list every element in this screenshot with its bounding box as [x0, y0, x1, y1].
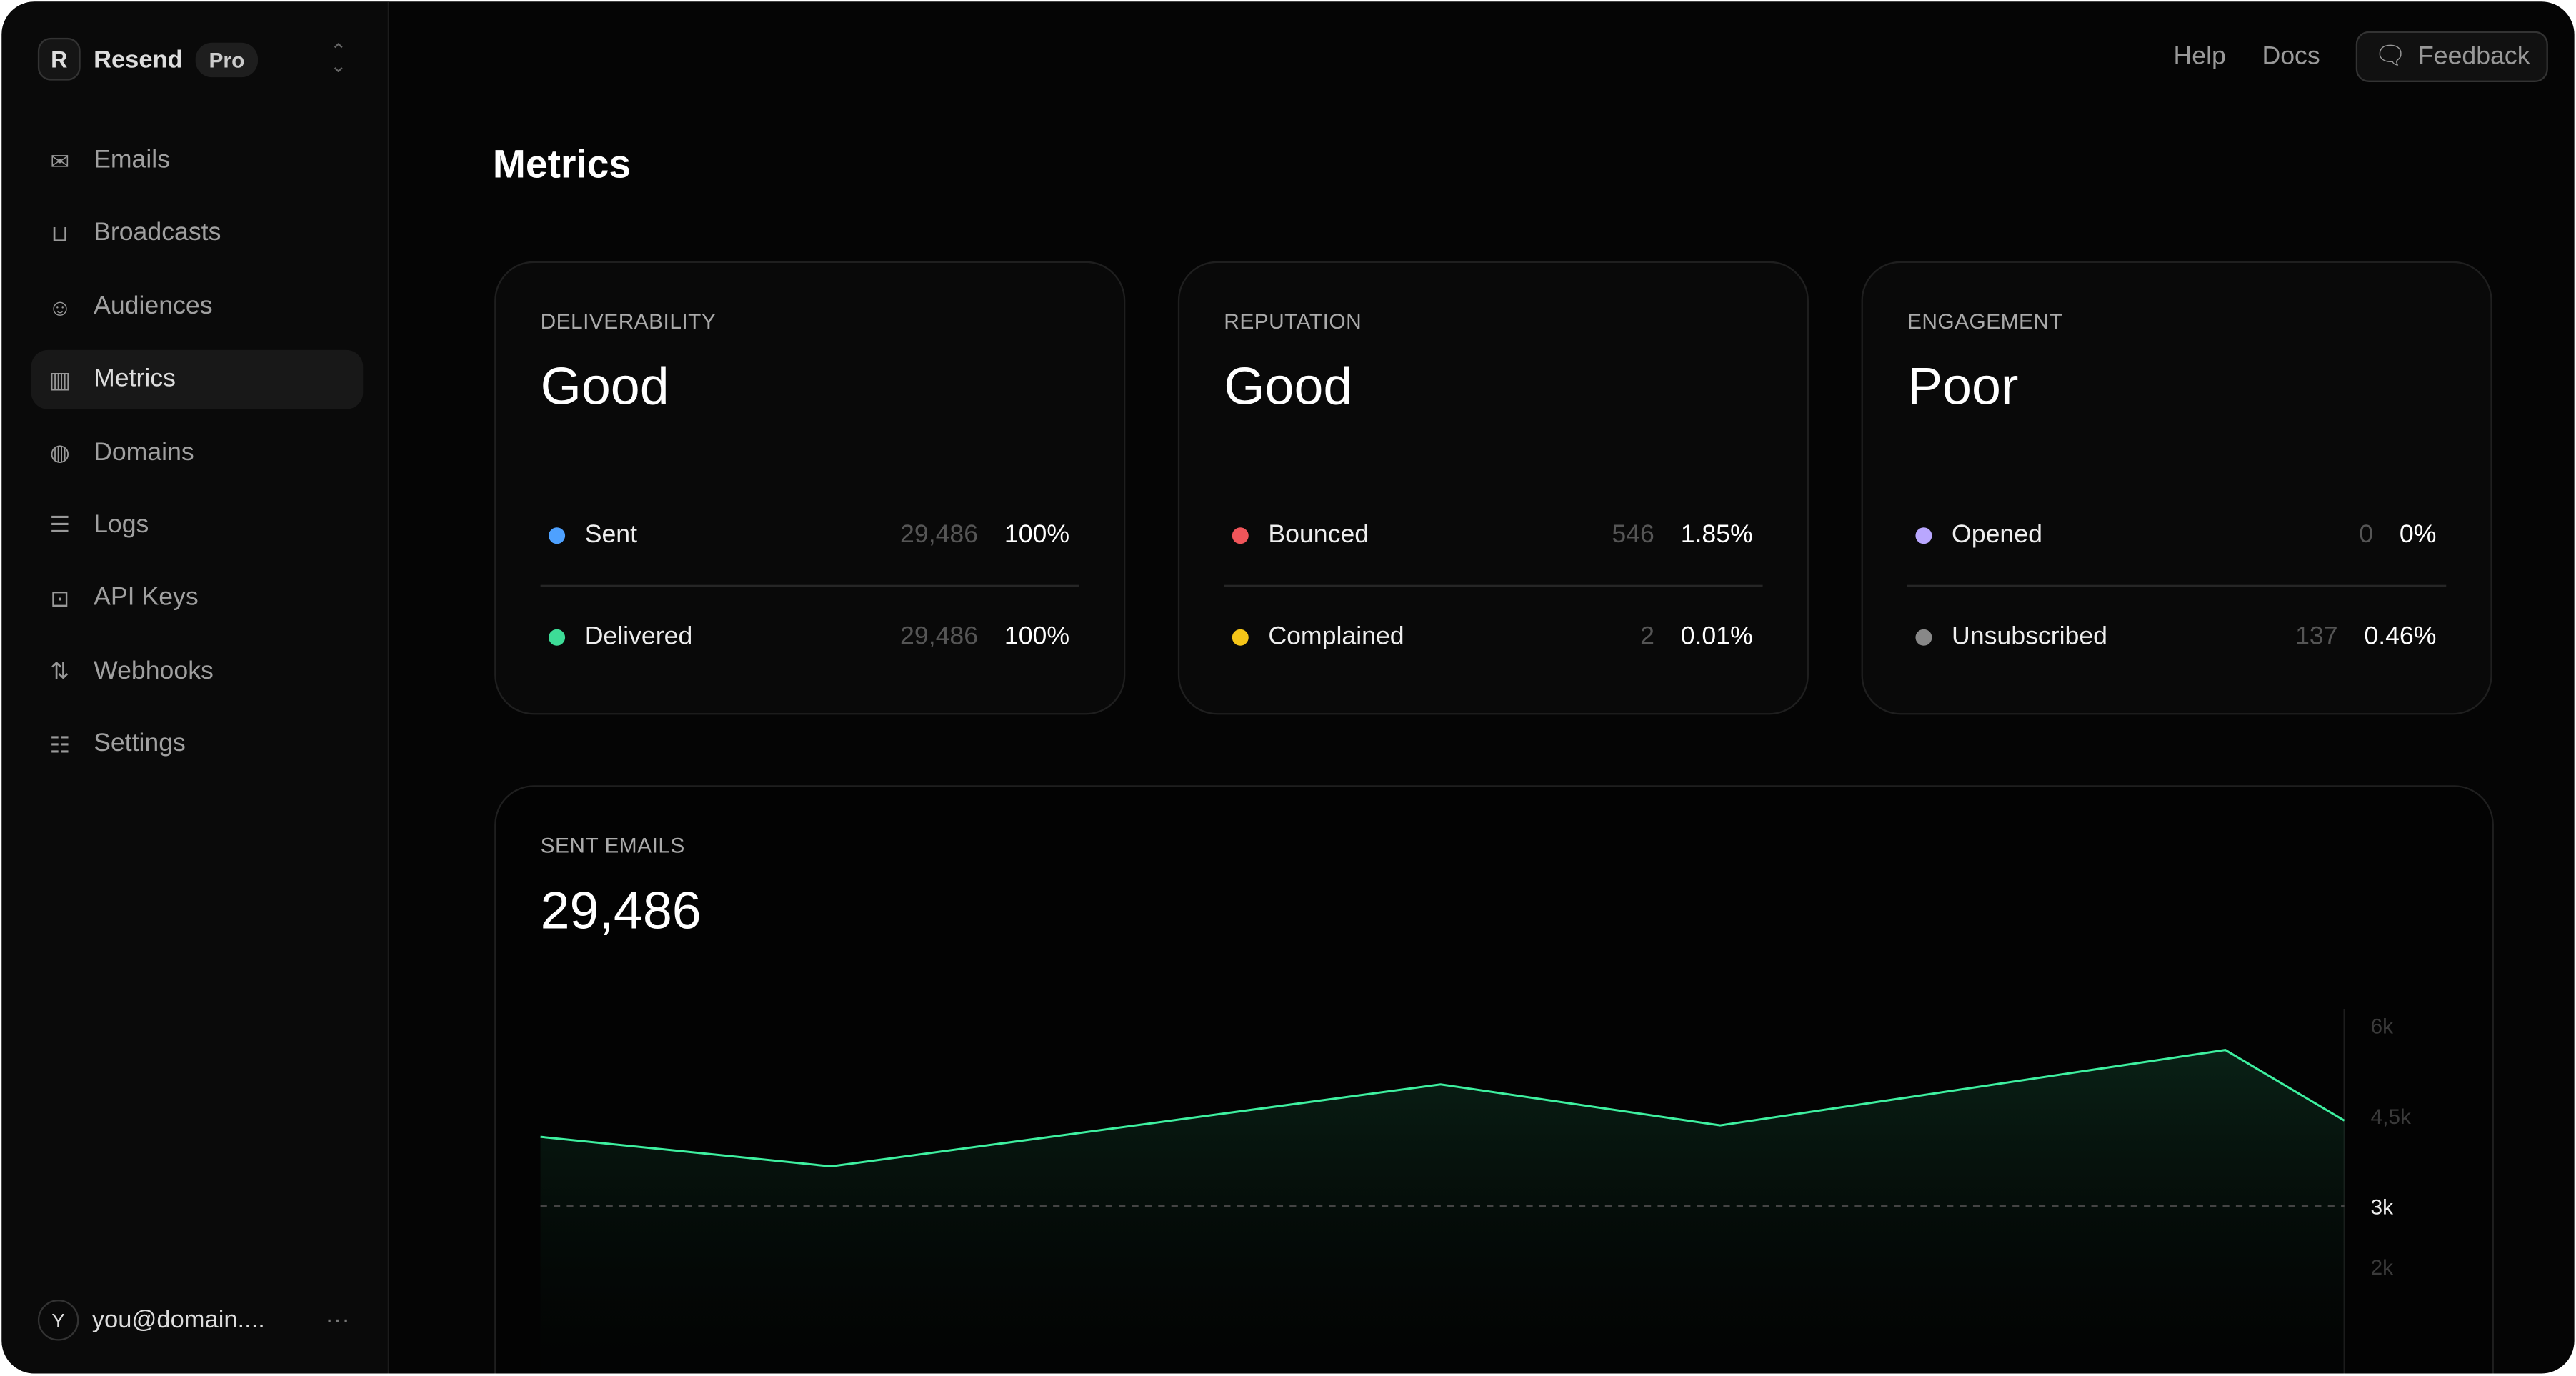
- metric-row: Bounced 546 1.85%: [1224, 484, 1763, 587]
- sidebar-item-audiences[interactable]: ☺ Audiences: [31, 277, 364, 336]
- avatar: Y: [37, 1300, 79, 1341]
- metric-percent: 1.85%: [1680, 519, 1753, 548]
- status-dot-icon: [1232, 527, 1249, 544]
- y-tick-label: 6k: [2370, 1015, 2393, 1039]
- y-tick-label: 3k: [2370, 1196, 2393, 1220]
- sidebar: R Resend Pro ⌃ ⌄ ✉ Emails ⊔ Broadcasts ☺ Audie…: [1, 1, 390, 1374]
- feedback-button[interactable]: 🗨 Feedback: [2356, 31, 2548, 82]
- y-tick-label: 2k: [2370, 1256, 2393, 1280]
- metric-row: Sent 29,486 100%: [540, 484, 1079, 587]
- metric-count: 546: [1612, 519, 1654, 548]
- docs-link[interactable]: Docs: [2262, 41, 2320, 70]
- sidebar-item-label: Logs: [94, 511, 149, 539]
- card-label: REPUTATION: [1224, 309, 1362, 334]
- sent-emails-label: SENT EMAILS: [540, 832, 685, 858]
- y-tick-label: 4,5k: [2370, 1105, 2411, 1129]
- sidebar-nav: ✉ Emails ⊔ Broadcasts ☺ Audiences ▥ Metrics ◍ Dom…: [31, 131, 364, 788]
- metric-name: Unsubscribed: [1952, 622, 2108, 651]
- status-dot-icon: [1915, 527, 1932, 544]
- engagement-card: ENGAGEMENT Poor Opened 0 0% Unsubscribed 137 0.…: [1861, 261, 2492, 715]
- metric-name: Complained: [1268, 622, 1404, 651]
- card-label: ENGAGEMENT: [1907, 309, 2063, 334]
- mail-icon: ✉: [50, 146, 70, 174]
- sidebar-item-label: Webhooks: [94, 657, 214, 685]
- chevron-up-down-icon[interactable]: ⌃ ⌄: [330, 39, 347, 78]
- metric-count: 2: [1640, 622, 1654, 651]
- more-icon[interactable]: ···: [325, 1306, 350, 1335]
- card-status: Good: [540, 357, 669, 416]
- metric-count: 137: [2295, 622, 2338, 651]
- key-icon: ⊡: [50, 584, 70, 612]
- page-title: Metrics: [492, 143, 631, 188]
- metric-name: Bounced: [1268, 519, 1369, 548]
- metric-name: Opened: [1952, 519, 2042, 548]
- sidebar-item-label: Audiences: [94, 291, 213, 320]
- sidebar-item-label: API Keys: [94, 584, 199, 612]
- top-bar: Help Docs 🗨 Feedback: [2174, 31, 2548, 82]
- plan-badge: Pro: [196, 41, 258, 76]
- user-email: you@domain....: [91, 1306, 265, 1335]
- metric-percent: 100%: [1004, 622, 1070, 651]
- help-link[interactable]: Help: [2173, 41, 2226, 70]
- metric-row: Complained 2 0.01%: [1224, 587, 1762, 689]
- metric-percent: 0.46%: [2364, 622, 2437, 651]
- sidebar-item-label: Settings: [94, 729, 186, 758]
- metric-count: 29,486: [900, 622, 979, 651]
- sidebar-item-label: Broadcasts: [94, 219, 221, 247]
- message-icon: 🗨: [2374, 42, 2407, 71]
- webhook-icon: ⇅: [50, 657, 70, 684]
- card-label: DELIVERABILITY: [540, 309, 717, 334]
- sidebar-item-broadcasts[interactable]: ⊔ Broadcasts: [31, 204, 364, 264]
- deliverability-card: DELIVERABILITY Good Sent 29,486 100% Delivere…: [494, 261, 1126, 715]
- sent-emails-total: 29,486: [540, 880, 702, 940]
- status-dot-icon: [549, 629, 566, 646]
- metric-name: Delivered: [584, 622, 693, 651]
- metric-row: Unsubscribed 137 0.46%: [1907, 587, 2446, 689]
- sidebar-item-settings[interactable]: ☷ Settings: [31, 715, 364, 774]
- sidebar-item-metrics[interactable]: ▥ Metrics: [31, 350, 364, 410]
- sidebar-item-label: Domains: [94, 438, 194, 467]
- metric-name: Sent: [584, 519, 638, 548]
- metric-percent: 0%: [2399, 519, 2437, 548]
- status-dot-icon: [549, 527, 566, 544]
- sent-emails-chart: 6k 4,5k 3k 2k: [540, 1009, 2411, 1374]
- user-menu[interactable]: Y you@domain.... ···: [37, 1300, 350, 1341]
- brand-name: Resend: [94, 45, 183, 74]
- bar-chart-icon: ▥: [49, 366, 71, 392]
- settings-icon: ☷: [49, 730, 71, 757]
- feedback-label: Feedback: [2417, 41, 2530, 70]
- metric-percent: 0.01%: [1680, 622, 1753, 651]
- sidebar-item-domains[interactable]: ◍ Domains: [31, 423, 364, 482]
- sidebar-item-label: Emails: [94, 146, 171, 174]
- sidebar-item-api-keys[interactable]: ⊡ API Keys: [31, 569, 364, 628]
- status-dot-icon: [1232, 629, 1249, 646]
- sidebar-item-label: Metrics: [94, 364, 176, 394]
- metric-count: 29,486: [900, 519, 979, 548]
- reputation-card: REPUTATION Good Bounced 546 1.85% Complained 2…: [1177, 261, 1809, 715]
- sidebar-item-webhooks[interactable]: ⇅ Webhooks: [31, 642, 364, 702]
- globe-icon: ◍: [49, 439, 70, 465]
- users-icon: ☺: [48, 294, 72, 320]
- metric-row: Delivered 29,486 100%: [541, 587, 1079, 689]
- resend-logo-icon: R: [37, 37, 81, 81]
- sidebar-item-logs[interactable]: ☰ Logs: [31, 496, 364, 555]
- area-fill: [540, 1050, 2345, 1374]
- sidebar-item-emails[interactable]: ✉ Emails: [31, 131, 364, 191]
- team-switcher[interactable]: R Resend Pro: [37, 37, 258, 81]
- metric-row: Opened 0 0%: [1907, 484, 2447, 587]
- sent-emails-card: SENT EMAILS 29,486 6k 4,5k 3k 2k: [494, 785, 2494, 1374]
- inbox-icon: ⊔: [51, 219, 69, 246]
- metric-count: 0: [2359, 519, 2374, 548]
- logs-icon: ☰: [49, 512, 71, 539]
- card-status: Good: [1224, 357, 1353, 416]
- series-line: [540, 1049, 2345, 1168]
- status-dot-icon: [1915, 629, 1932, 646]
- metric-percent: 100%: [1004, 519, 1070, 548]
- card-status: Poor: [1907, 357, 2019, 416]
